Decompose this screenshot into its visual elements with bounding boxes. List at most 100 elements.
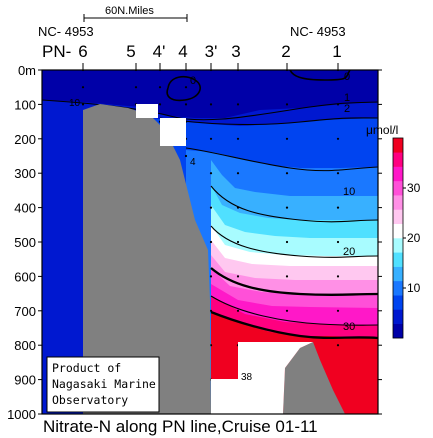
depth-label-1: 100 — [14, 97, 36, 112]
colorbar-swatch-10 — [393, 180, 403, 196]
sample-point — [285, 206, 289, 209]
colorbar-swatch-13 — [393, 138, 403, 153]
sample-point — [209, 309, 213, 312]
colorbar-swatch-7 — [393, 223, 403, 239]
credit-line-3: Observatory — [52, 393, 128, 407]
scale-bar: 60N.Miles — [83, 5, 188, 22]
colorbar-swatch-4 — [393, 266, 403, 282]
sample-point — [158, 86, 162, 89]
depth-label-0: 0m — [18, 63, 36, 78]
sample-points — [81, 70, 340, 381]
gap-slope — [160, 118, 186, 146]
sample-point — [209, 172, 213, 175]
colorbar: 10 20 30 — [392, 137, 421, 339]
colorbar-swatch-1 — [393, 309, 403, 325]
contour-line-4 — [210, 225, 378, 258]
colorbar-swatch-5 — [393, 252, 403, 267]
sample-point — [209, 344, 213, 347]
sample-point — [236, 137, 240, 140]
station-label-7: 2 — [281, 42, 290, 61]
sample-point — [285, 240, 289, 244]
colorbar-swatch-6 — [393, 238, 403, 253]
contour-label-4: 2 — [344, 103, 350, 115]
contour-label-6: 10 — [343, 186, 355, 198]
depth-label-2: 200 — [14, 132, 36, 147]
contour-line-1 — [159, 117, 378, 126]
seafloor-terrain — [83, 104, 345, 414]
sample-point — [285, 309, 289, 312]
colorbar-swatch-3 — [393, 280, 403, 296]
contour-line-5 — [210, 267, 378, 297]
colorbar-swatch-11 — [393, 166, 403, 182]
sample-point — [184, 86, 188, 89]
contour-line-3 — [210, 185, 378, 223]
depth-label-3: 300 — [14, 166, 36, 181]
sample-point — [336, 137, 340, 140]
sample-point — [336, 103, 340, 106]
sample-point — [209, 240, 213, 244]
colorbar-label-0: 10 — [407, 281, 421, 295]
sample-point — [236, 240, 240, 244]
station-label-6: 3 — [231, 42, 240, 61]
scale-bar-label: 60N.Miles — [105, 5, 154, 17]
colorbar-swatch-2 — [393, 295, 403, 310]
contour-label-9: 30 — [343, 321, 355, 333]
band-surface-low — [42, 70, 378, 95]
seafloor-east — [283, 342, 345, 414]
sample-point — [236, 309, 240, 312]
gap-shelf — [136, 104, 158, 118]
credit-box: Product of Nagasaki Marine Observatory — [46, 356, 160, 413]
station-labels: 6 5 4' 4 3' 3 2 1 — [78, 42, 341, 61]
contour-line-9 — [289, 70, 351, 81]
sample-point — [236, 275, 240, 278]
depth-label-7: 700 — [14, 304, 36, 319]
sample-point — [158, 103, 162, 106]
station-label-1: 6 — [78, 42, 87, 61]
sample-point — [209, 137, 213, 140]
chart-title: Nitrate-N along PN line,Cruise 01-11 — [43, 417, 318, 436]
colorbar-label-1: 20 — [407, 231, 421, 245]
contour-label-1: 0 — [190, 75, 196, 87]
sample-point — [236, 172, 240, 175]
sample-point — [336, 275, 340, 278]
contour-line-7 — [210, 310, 378, 340]
ship-label-right: NC- 4953 — [290, 24, 346, 39]
sample-point — [336, 206, 340, 209]
contour-label-7: 10 — [69, 98, 81, 109]
gap-deep — [211, 379, 238, 414]
sample-point — [236, 103, 240, 106]
credit-line-2: Nagasaki Marine — [52, 377, 156, 391]
sample-point — [285, 275, 289, 278]
sample-point — [336, 309, 340, 312]
sample-point — [184, 154, 188, 158]
colorbar-swatch-12 — [393, 152, 403, 167]
depth-label-10: 1000 — [7, 407, 36, 422]
ship-label-left: NC- 4953 — [38, 24, 94, 39]
credit-line-1: Product of — [52, 361, 121, 375]
contour-value-labels: 0 0 12 4 10 10 20 30 38 — [69, 71, 355, 383]
contour-label-8: 20 — [343, 246, 355, 258]
unit-label: μmol/l — [366, 123, 398, 137]
station-label-3: 4' — [153, 42, 166, 61]
contour-line-2 — [185, 147, 378, 172]
colorbar-swatch-0 — [393, 323, 403, 339]
depth-label-4: 400 — [14, 201, 36, 216]
contour-label-5: 4 — [190, 157, 196, 168]
contour-label-2: 0 — [344, 71, 350, 83]
colorbar-swatch-8 — [393, 209, 403, 225]
depth-label-8: 800 — [14, 338, 36, 353]
station-label-2: 5 — [126, 42, 135, 61]
sample-point — [336, 172, 340, 175]
sample-point — [81, 86, 85, 89]
sample-point — [336, 240, 340, 244]
sample-point — [134, 86, 138, 89]
contour-label-10: 38 — [241, 372, 253, 383]
contour-line-8 — [166, 75, 201, 102]
gap-basin — [238, 342, 313, 414]
colorbar-swatch-9 — [393, 195, 403, 210]
station-label-5: 3' — [205, 42, 218, 61]
sample-point — [285, 137, 289, 140]
section-plot: Product of Nagasaki Marine Observatory — [42, 70, 378, 414]
